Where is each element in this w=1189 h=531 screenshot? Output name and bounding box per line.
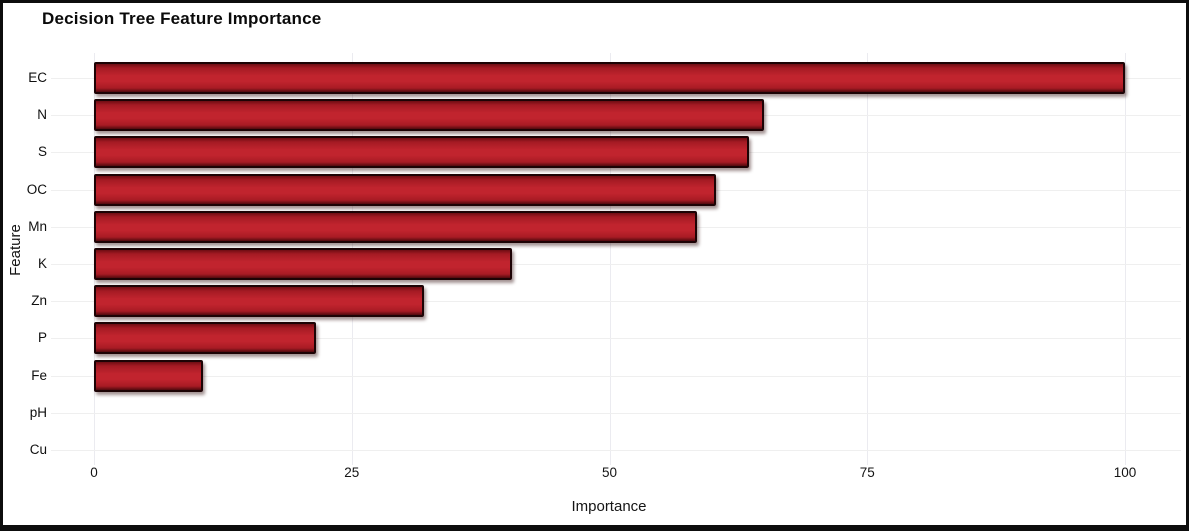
bar-N	[94, 99, 764, 131]
y-tick-label-pH: pH	[29, 405, 47, 420]
y-tick-label-OC: OC	[26, 182, 47, 197]
gridline-v-100	[1125, 53, 1126, 465]
x-tick-label-75: 75	[859, 465, 875, 480]
y-tick-label-S: S	[37, 144, 47, 159]
y-tick-label-Cu: Cu	[29, 442, 47, 457]
gridline-h-Fe	[51, 376, 1181, 377]
bar-Mn	[94, 211, 697, 243]
bar-EC	[94, 62, 1125, 94]
bar-OC	[94, 174, 716, 206]
y-axis-title: Feature	[7, 224, 24, 276]
y-tick-label-Fe: Fe	[31, 368, 47, 383]
bar-Fe	[94, 360, 203, 392]
chart-title: Decision Tree Feature Importance	[42, 9, 322, 28]
bar-K	[94, 248, 512, 280]
x-tick-label-50: 50	[601, 465, 618, 480]
bar-P	[94, 322, 316, 354]
y-tick-label-P: P	[37, 330, 47, 345]
gridline-h-pH	[51, 413, 1181, 414]
gridline-h-P	[51, 338, 1181, 339]
gridline-h-Cu	[51, 450, 1181, 451]
y-tick-label-N: N	[37, 107, 47, 122]
gridline-v-75	[867, 53, 869, 465]
bar-S	[94, 136, 749, 168]
gridline-h-K	[51, 264, 1181, 265]
bar-Zn	[94, 285, 424, 317]
gridline-v-50	[609, 53, 611, 465]
x-tick-label-25: 25	[344, 465, 360, 480]
x-tick-label-100: 100	[1113, 465, 1137, 480]
gridline-h-Zn	[51, 301, 1181, 302]
y-tick-label-K: K	[37, 256, 47, 271]
y-tick-label-EC: EC	[28, 70, 47, 85]
x-tick-label-0: 0	[90, 465, 98, 480]
y-tick-label-Zn: Zn	[31, 293, 47, 308]
y-tick-label-Mn: Mn	[28, 219, 47, 234]
x-axis-title: Importance	[571, 498, 647, 515]
